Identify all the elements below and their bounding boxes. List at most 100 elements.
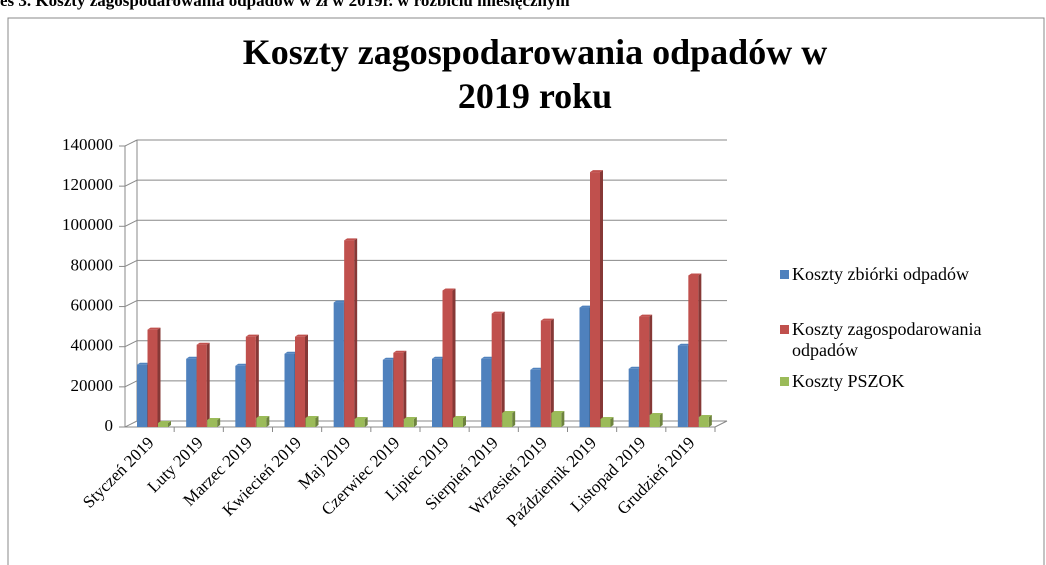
bar-top [600,416,614,419]
bar-top [540,318,554,321]
y-tick-label: 100000 [62,215,113,234]
y-tick-label: 0 [105,416,114,435]
bar [403,418,414,427]
y-tick-label: 40000 [71,336,114,355]
bar-top [158,420,171,423]
chart-title: Koszty zagospodarowania odpadów w 2019 r… [242,32,828,116]
bar-top [453,415,466,418]
y-tick-label: 20000 [71,376,114,395]
bar-top [551,410,565,413]
bar-top [333,300,347,303]
bar [677,345,688,427]
bar-top [530,367,544,370]
bar-top [649,412,663,415]
bar-side [512,410,516,427]
bar-side [354,238,358,427]
y-tick-label: 60000 [71,295,114,314]
bar-side [217,417,221,427]
legend-label: Koszty zagospodarowania odpadów [792,319,982,360]
bar-top [502,410,516,413]
bar-top [284,351,298,354]
bar-side [255,334,259,427]
bar-side [708,414,712,427]
bar [382,359,393,427]
bar-top [256,415,270,418]
bar [284,353,295,427]
grid-line [124,259,138,267]
caption: es 3. Koszty zagospodarowania odpadów w … [0,0,570,10]
legend-label: Koszty PSZOK [792,371,905,391]
bar-top [393,350,407,353]
bar-side [413,416,417,427]
bar-top [305,415,319,418]
bar [196,344,207,427]
grid-line [124,219,138,227]
bar-side [305,334,308,427]
bar-top [245,334,259,337]
bar [393,352,404,427]
bar [688,275,699,427]
bar [186,358,197,427]
bar-side [649,314,653,427]
bar-top [403,416,417,419]
bar [235,365,246,427]
bar [491,313,502,427]
bar-top [354,416,368,419]
bar-top [295,334,308,337]
y-tick-label: 80000 [71,255,114,274]
bar [344,240,355,427]
bar-top [491,311,505,314]
grid-line [124,380,138,388]
legend-swatch [780,325,789,334]
bar [628,368,639,427]
bar-top [137,362,150,365]
bar-side [266,415,270,427]
legend-swatch [780,270,789,279]
bar [137,364,147,427]
bar-top [186,356,200,359]
bar-top [207,417,221,420]
bar-top [639,314,653,317]
bar-top [579,305,593,308]
bar-side [463,415,466,427]
legend-swatch [780,377,789,386]
bar [481,358,492,427]
bar-top [590,170,603,173]
bar-top [677,343,691,346]
bar-top [235,363,249,366]
bar [590,172,600,427]
bar [256,417,267,427]
chart-border [7,17,1045,565]
bar-side [168,420,171,427]
x-tick-label: Październik 2019 [503,433,600,530]
bar [649,414,660,427]
bar [207,419,218,427]
bar-side [610,416,614,427]
bar-side [550,318,554,427]
bar [530,369,541,427]
y-tick-label: 120000 [62,175,113,194]
floor-edge [714,420,728,428]
bar-side [452,288,456,427]
bar [453,417,463,427]
bar [354,418,365,427]
bar-side [698,273,702,427]
bar [502,412,513,427]
bar [305,417,316,427]
bar [295,336,305,427]
grid-line [124,139,138,147]
bar-top [688,273,702,276]
bar-side [501,311,505,427]
bar-top [344,238,358,241]
bar-top [442,288,456,291]
bar-top [196,342,210,345]
bar [639,316,650,427]
bar [551,412,562,427]
grid-line [124,420,138,428]
bar-side [157,327,161,427]
bar [245,336,256,427]
bar-side [659,412,663,427]
bar [333,302,344,427]
